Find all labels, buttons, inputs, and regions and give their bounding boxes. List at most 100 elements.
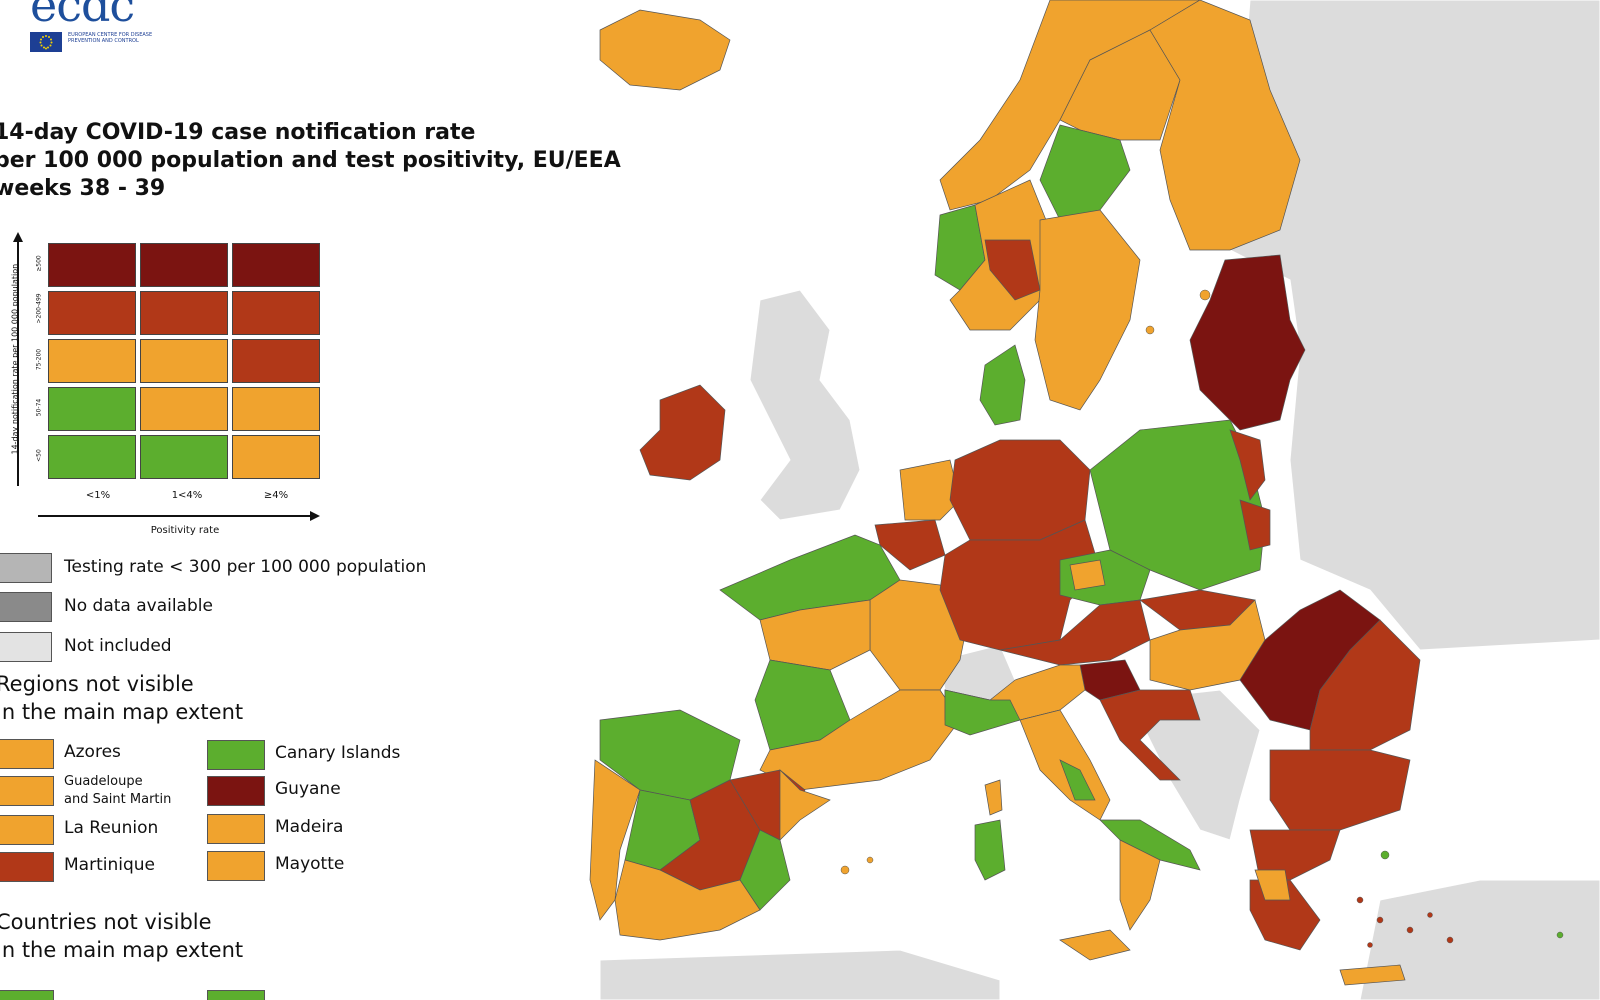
region-label-line-2: and Saint Martin — [64, 792, 172, 807]
region-greece-central — [1254, 869, 1291, 901]
x-axis-arrow-head — [310, 511, 320, 521]
matrix-cell-r5-c1 — [48, 435, 136, 479]
region-label-line-1: Guadeloupe — [64, 774, 143, 789]
region-label: Mayotte — [275, 854, 345, 874]
map-title: 14-day COVID-19 case notification rate p… — [0, 119, 621, 203]
island-balearic-2 — [866, 856, 874, 864]
swatch — [0, 553, 52, 583]
title-line-2: per 100 000 population and test positivi… — [0, 148, 621, 173]
europe-map — [589, 0, 1600, 1000]
island-aegean-6 — [1367, 942, 1373, 948]
logo-subtitle: EUROPEAN CENTRE FOR DISEASE PREVENTION A… — [68, 32, 153, 44]
swatch — [207, 740, 265, 770]
y-tick-5: <50 — [35, 449, 43, 462]
region-label: Madeira — [275, 817, 344, 837]
region-sweden-central — [1039, 124, 1131, 221]
region-croatia — [1099, 689, 1201, 781]
region-label: Martinique — [64, 855, 155, 875]
matrix-cell-r2-c2 — [140, 291, 228, 335]
non-eu-turkey — [1359, 879, 1600, 1000]
non-eu-north-africa — [599, 949, 1001, 1000]
island-aegean-3 — [1406, 926, 1414, 934]
region-label: Canary Islands — [275, 743, 401, 763]
non-eu-uk — [749, 289, 861, 521]
island-aegean-5 — [1446, 936, 1454, 944]
swatch — [207, 814, 265, 844]
matrix-cell-r3-c3 — [232, 339, 320, 383]
island-saaremaa — [1199, 289, 1211, 301]
region-norway-oslo — [984, 239, 1041, 301]
matrix-cell-r4-c1 — [48, 387, 136, 431]
non-eu-balkans — [1129, 689, 1261, 841]
rate-positivity-matrix — [48, 243, 320, 479]
region-sicily — [1059, 929, 1131, 961]
title-line-3: weeks 38 - 39 — [0, 176, 166, 201]
matrix-cell-r4-c3 — [232, 387, 320, 431]
legend-label: No data available — [64, 596, 213, 616]
y-tick-3: 75-200 — [35, 348, 43, 371]
region-austria — [999, 599, 1151, 666]
region-czechia-prague — [1069, 559, 1106, 591]
island-gotland — [1145, 325, 1155, 335]
region-italy-lazio — [1059, 759, 1096, 801]
island-aegean-green-1 — [1380, 850, 1390, 860]
matrix-cell-r1-c2 — [140, 243, 228, 287]
island-aegean-1 — [1356, 896, 1364, 904]
y-tick-2: >200-499 — [35, 293, 43, 324]
y-tick-4: 50-74 — [35, 398, 43, 417]
region-bulgaria — [1269, 749, 1411, 831]
x-tick-1: <1% — [85, 490, 111, 501]
region-denmark — [979, 344, 1026, 426]
region-netherlands — [899, 459, 961, 521]
matrix-cell-r2-c3 — [232, 291, 320, 335]
region-spain-valencia — [739, 829, 791, 911]
region-sardinia — [974, 819, 1006, 881]
region-ireland — [639, 384, 726, 481]
region-label: Guadeloupe and Saint Martin — [64, 773, 171, 809]
region-crete — [1339, 964, 1406, 986]
island-aegean-green-2 — [1556, 931, 1564, 939]
regions-heading-line-1: Regions not visible — [0, 672, 194, 696]
y-axis-arrow — [17, 236, 19, 486]
region-poland — [1089, 419, 1266, 591]
region-france-east — [869, 579, 971, 691]
region-spain-south — [614, 859, 761, 941]
region-estonia-latvia-lithuania — [1189, 254, 1306, 431]
y-axis-label: 14-day notification rate per 100 000 pop… — [10, 263, 20, 455]
region-germany-south — [939, 519, 1101, 651]
countries-heading-line-2: in the main map extent — [0, 938, 244, 962]
legend-label: Testing rate < 300 per 100 000 populatio… — [64, 557, 427, 577]
region-poland-east — [1229, 429, 1266, 501]
y-tick-1: ≥500 — [35, 255, 43, 272]
island-aegean-4 — [1427, 912, 1433, 918]
swatch — [207, 776, 265, 806]
country-swatch-partial — [0, 990, 54, 1000]
countries-heading: Countries not visible in the main map ex… — [0, 908, 243, 964]
region-spain-catalonia — [779, 769, 831, 841]
matrix-cell-r5-c2 — [140, 435, 228, 479]
logo-text: ecdc — [30, 0, 135, 32]
x-tick-3: ≥4% — [263, 490, 289, 501]
region-finland — [1149, 0, 1301, 251]
matrix-cell-r3-c1 — [48, 339, 136, 383]
matrix-cell-r1-c3 — [232, 243, 320, 287]
region-romania-east — [1309, 619, 1421, 751]
region-belgium — [874, 519, 946, 571]
region-poland-southeast — [1239, 499, 1271, 551]
swatch — [0, 776, 54, 806]
title-line-1: 14-day COVID-19 case notification rate — [0, 120, 476, 145]
legend-label: Not included — [64, 636, 172, 656]
region-label: Azores — [64, 742, 121, 762]
region-label: Guyane — [275, 779, 341, 799]
eu-flag-icon — [30, 32, 62, 52]
swatch — [0, 592, 52, 622]
swatch — [207, 851, 265, 881]
island-aegean-2 — [1376, 916, 1384, 924]
matrix-cell-r5-c3 — [232, 435, 320, 479]
regions-heading-line-2: in the main map extent — [0, 700, 244, 724]
matrix-cell-r3-c2 — [140, 339, 228, 383]
island-balearic-1 — [840, 865, 850, 875]
region-corsica — [984, 779, 1003, 816]
matrix-cell-r4-c2 — [140, 387, 228, 431]
